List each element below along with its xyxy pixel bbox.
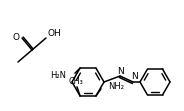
Text: N: N	[131, 71, 137, 80]
Text: O: O	[13, 33, 20, 42]
Text: CH₃: CH₃	[69, 77, 83, 86]
Text: H₂N: H₂N	[50, 71, 66, 80]
Text: N: N	[117, 66, 123, 75]
Text: NH₂: NH₂	[108, 82, 124, 91]
Text: OH: OH	[47, 29, 61, 38]
